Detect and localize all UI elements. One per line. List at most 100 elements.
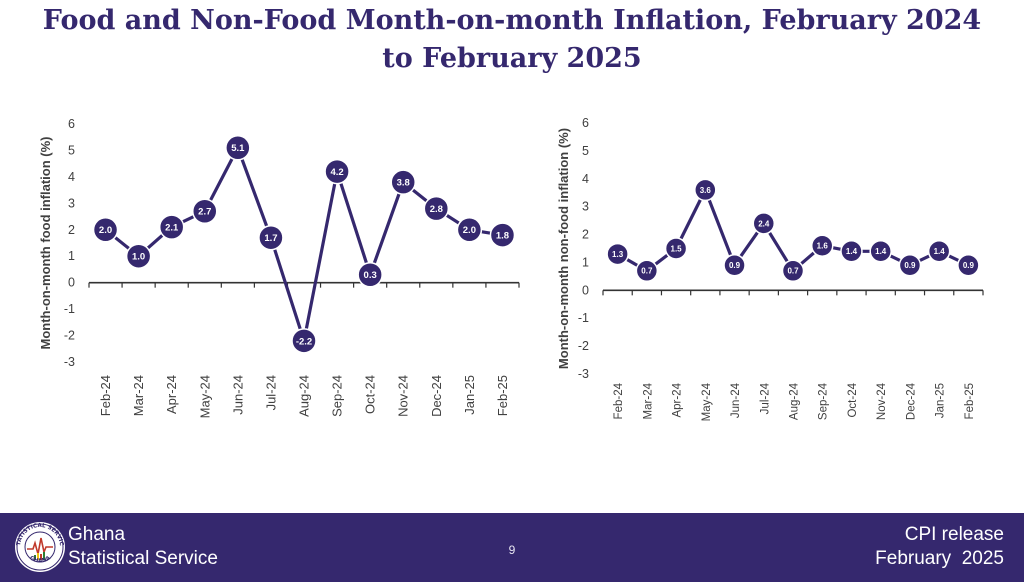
data-point [92,217,119,243]
y-tick-label: -3 [578,367,589,381]
data-label: 0.3 [364,270,377,281]
y-tick-label: -1 [64,302,75,316]
y-tick-label: 3 [582,200,589,214]
data-point [258,224,284,251]
data-label: 2.8 [430,204,443,215]
x-category-label: Jun-24 [730,382,742,418]
x-category-label: Sep-24 [818,382,830,420]
data-point [158,214,185,240]
x-category-label: Jan-25 [462,375,477,415]
organization-name: Ghana Statistical Service [68,523,218,571]
data-label: 2.4 [758,219,770,228]
data-point [357,261,383,288]
x-category-label: Aug-24 [297,375,312,417]
x-category-label: Feb-25 [495,375,510,416]
release-info: CPI release February 2025 [875,523,1004,571]
release-line-2: February 2025 [875,548,1004,569]
x-category-label: Dec-24 [905,382,917,420]
x-category-label: Feb-24 [98,375,113,416]
x-category-label: Aug-24 [789,382,801,420]
y-axis-title: Month-on-month food inflation (%) [38,137,53,350]
y-tick-label: 1 [68,249,75,263]
data-label: 0.9 [963,261,975,270]
x-category-label: Oct-24 [847,382,859,417]
x-category-label: Mar-24 [642,382,654,419]
gss-logo-icon: STATISTICAL SERVICE GHANA [14,521,65,572]
x-category-label: Dec-24 [429,375,444,417]
data-label: 3.8 [397,178,410,189]
data-point [456,217,483,243]
title-line-1: Food and Non-Food Month-on-month Inflati… [42,5,982,36]
data-point [957,253,980,277]
data-point [489,222,516,248]
data-label: 2.0 [99,225,112,236]
release-line-1: CPI release [904,524,1004,545]
data-point [225,135,251,161]
data-point [423,195,450,222]
data-point [390,169,416,195]
data-label: 1.3 [612,250,624,259]
y-tick-label: 4 [582,172,589,186]
data-point [664,237,688,260]
data-label: 1.0 [132,252,145,263]
y-tick-label: -1 [578,311,589,325]
data-point [927,240,951,263]
x-category-label: Nov-24 [876,382,888,420]
data-point [291,328,317,354]
y-tick-label: 6 [68,117,75,131]
data-point [192,198,218,225]
data-label: 1.8 [496,230,509,241]
y-axis-title: Month-on-month non-food inflation (%) [556,128,571,369]
data-label: 1.4 [875,247,887,256]
data-label: 1.7 [264,233,277,244]
data-label: 0.9 [904,261,916,270]
x-category-label: Mar-24 [131,375,146,416]
y-tick-label: 1 [582,255,589,269]
y-tick-label: -2 [64,329,75,343]
data-point [606,242,629,266]
y-tick-label: -2 [578,339,589,353]
y-tick-label: 0 [582,283,589,297]
x-category-label: Apr-24 [164,375,179,414]
y-tick-label: 0 [68,276,75,290]
data-label: -2.2 [296,336,312,347]
data-label: 1.4 [846,247,858,256]
data-point [898,253,922,277]
x-category-label: May-24 [197,375,212,418]
data-point [810,234,834,257]
y-tick-label: 2 [68,223,75,237]
x-category-label: Jul-24 [263,375,278,410]
data-label: 4.2 [330,167,343,178]
y-tick-label: 4 [68,170,75,184]
y-tick-label: 6 [582,116,589,130]
y-tick-label: -3 [64,355,75,369]
x-category-label: Feb-24 [613,382,625,419]
page-number: 9 [508,543,516,557]
footer-bar: STATISTICAL SERVICE GHANA Ghana Statisti… [0,513,1024,582]
data-label: 2.1 [165,223,179,234]
x-category-label: Nov-24 [396,375,411,417]
data-label: 3.6 [700,186,712,195]
y-tick-label: 2 [582,228,589,242]
org-line-1: Ghana [68,524,126,545]
x-category-label: Jul-24 [759,382,771,414]
y-tick-label: 5 [582,144,589,158]
y-tick-label: 3 [68,196,75,210]
x-category-label: May-24 [701,382,713,421]
data-label: 2.0 [463,225,476,236]
x-category-label: Apr-24 [672,382,684,417]
x-category-label: Sep-24 [330,375,345,417]
data-label: 0.7 [787,267,799,276]
data-point [869,240,892,263]
data-point [635,259,659,283]
data-point [723,253,746,277]
data-label: 0.7 [641,267,653,276]
data-point [694,178,717,202]
x-category-label: Feb-25 [964,383,976,419]
data-label: 1.5 [671,244,683,253]
page-title: Food and Non-Food Month-on-month Inflati… [0,2,1024,78]
data-label: 2.7 [198,207,211,218]
data-label: 1.4 [934,247,946,256]
